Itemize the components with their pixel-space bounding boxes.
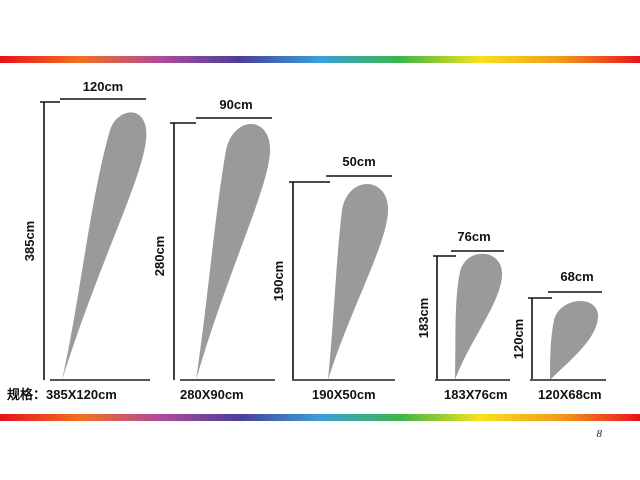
flag-group-2: 90cm 280cm 280X90cm [152,97,275,402]
size-label: 规格：385X120cm [7,387,117,402]
size-label: 190X50cm [312,387,376,402]
teardrop-flag-shape [550,300,599,380]
size-label: 183X76cm [444,387,508,402]
teardrop-flag-shape [455,253,503,380]
flag-group-1: 120cm 385cm 规格：385X120cm [7,79,150,402]
rainbow-band-top [0,56,640,63]
flag-group-5: 68cm 120cm 120X68cm [511,269,606,402]
height-label: 120cm [511,319,526,359]
height-label: 190cm [271,261,286,301]
width-label: 120cm [83,79,123,94]
page-number: 8 [596,428,603,440]
width-label: 68cm [560,269,593,284]
width-label: 76cm [457,229,490,244]
width-label: 50cm [342,154,375,169]
height-label: 183cm [416,298,431,338]
spec-prefix: 规格： [7,387,46,402]
teardrop-flag-shape [62,112,147,380]
teardrop-flag-shape [196,123,271,380]
size-label: 120X68cm [538,387,602,402]
flag-group-3: 50cm 190cm 190X50cm [271,154,395,402]
height-label: 280cm [152,236,167,276]
size-value: 385X120cm [46,387,117,402]
height-label: 385cm [22,221,37,261]
teardrop-flag-shape [328,183,389,380]
flag-group-4: 76cm 183cm 183X76cm [416,229,510,402]
rainbow-band-bottom [0,414,640,421]
width-label: 90cm [219,97,252,112]
size-label: 280X90cm [180,387,244,402]
